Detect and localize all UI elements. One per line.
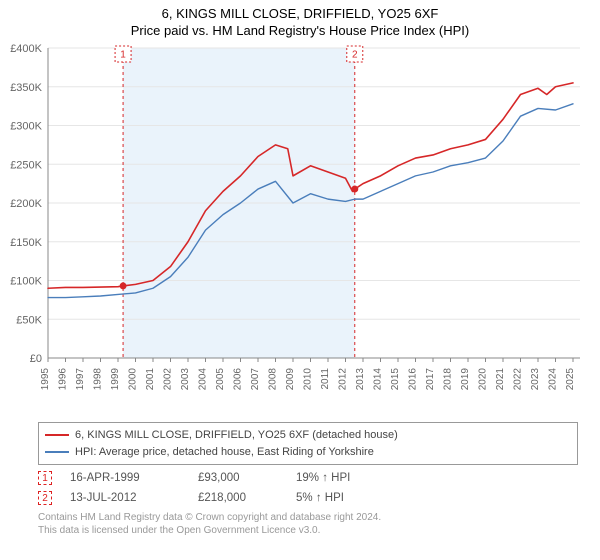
transaction-price: £93,000 — [198, 472, 278, 484]
chart-titles: 6, KINGS MILL CLOSE, DRIFFIELD, YO25 6XF… — [0, 0, 600, 38]
svg-text:2017: 2017 — [425, 368, 436, 391]
svg-text:2024: 2024 — [548, 368, 559, 391]
chart-plot-area: £0 £50K £100K £150K £200K £250K £300K £350K £400… — [0, 38, 600, 418]
svg-text:2011: 2011 — [320, 368, 331, 390]
transaction-hpi: 19% ↑ HPI — [296, 472, 376, 484]
svg-text:2000: 2000 — [128, 368, 139, 391]
transaction-marker: 2 — [38, 491, 52, 505]
legend-swatch — [45, 451, 69, 453]
transaction-date: 13-JUL-2012 — [70, 492, 180, 504]
svg-text:1995: 1995 — [40, 368, 51, 391]
legend-swatch — [45, 434, 69, 436]
svg-text:2007: 2007 — [250, 368, 261, 391]
svg-text:2003: 2003 — [180, 368, 191, 391]
footer-line1: Contains HM Land Registry data © Crown c… — [38, 511, 578, 524]
transaction-row: 1 16-APR-1999 £93,000 19% ↑ HPI — [38, 471, 578, 485]
svg-text:£400K: £400K — [10, 43, 42, 55]
svg-text:1: 1 — [120, 50, 126, 61]
svg-text:1997: 1997 — [75, 368, 86, 391]
svg-text:£300K: £300K — [10, 121, 42, 133]
svg-text:2001: 2001 — [145, 368, 156, 391]
legend-label: 6, KINGS MILL CLOSE, DRIFFIELD, YO25 6XF… — [75, 427, 398, 444]
svg-text:£50K: £50K — [16, 314, 42, 326]
svg-text:1999: 1999 — [110, 368, 121, 391]
svg-text:£150K: £150K — [10, 237, 42, 249]
svg-text:2006: 2006 — [233, 368, 244, 391]
svg-text:2023: 2023 — [530, 368, 541, 391]
transaction-date: 16-APR-1999 — [70, 472, 180, 484]
svg-text:2009: 2009 — [285, 368, 296, 391]
svg-text:2018: 2018 — [443, 368, 454, 391]
svg-text:2008: 2008 — [268, 368, 279, 391]
transaction-hpi: 5% ↑ HPI — [296, 492, 376, 504]
svg-text:£0: £0 — [30, 353, 42, 365]
svg-text:2012: 2012 — [338, 368, 349, 391]
line-chart-svg: £0 £50K £100K £150K £200K £250K £300K £350K £400… — [0, 38, 600, 418]
svg-text:2013: 2013 — [355, 368, 366, 391]
svg-text:2002: 2002 — [163, 368, 174, 391]
svg-text:2014: 2014 — [373, 368, 384, 391]
svg-text:2005: 2005 — [215, 368, 226, 391]
chart-container: 6, KINGS MILL CLOSE, DRIFFIELD, YO25 6XF… — [0, 0, 600, 537]
svg-text:1996: 1996 — [58, 368, 69, 391]
svg-text:2022: 2022 — [513, 368, 524, 391]
svg-text:2016: 2016 — [408, 368, 419, 391]
transaction-price: £218,000 — [198, 492, 278, 504]
svg-text:2020: 2020 — [478, 368, 489, 391]
transactions-table: 1 16-APR-1999 £93,000 19% ↑ HPI 2 13-JUL-2012… — [38, 471, 578, 505]
svg-text:£250K: £250K — [10, 159, 42, 171]
legend-box: 6, KINGS MILL CLOSE, DRIFFIELD, YO25 6XF… — [38, 422, 578, 465]
svg-text:2010: 2010 — [303, 368, 314, 391]
title-address: 6, KINGS MILL CLOSE, DRIFFIELD, YO25 6XF — [0, 6, 600, 21]
legend-row: HPI: Average price, detached house, East… — [45, 444, 571, 461]
svg-text:1998: 1998 — [93, 368, 104, 391]
svg-text:2025: 2025 — [565, 368, 576, 391]
transaction-marker: 1 — [38, 471, 52, 485]
svg-text:2019: 2019 — [460, 368, 471, 391]
svg-text:£100K: £100K — [10, 276, 42, 288]
transaction-row: 2 13-JUL-2012 £218,000 5% ↑ HPI — [38, 491, 578, 505]
title-subtitle: Price paid vs. HM Land Registry's House … — [0, 23, 600, 38]
svg-text:2021: 2021 — [495, 368, 506, 391]
svg-text:2: 2 — [352, 50, 358, 61]
footer-attribution: Contains HM Land Registry data © Crown c… — [38, 511, 578, 537]
svg-text:£350K: £350K — [10, 82, 42, 94]
svg-text:£200K: £200K — [10, 198, 42, 210]
legend-row: 6, KINGS MILL CLOSE, DRIFFIELD, YO25 6XF… — [45, 427, 571, 444]
svg-text:2015: 2015 — [390, 368, 401, 391]
footer-line2: This data is licensed under the Open Gov… — [38, 524, 578, 537]
legend-label: HPI: Average price, detached house, East… — [75, 444, 374, 461]
svg-text:2004: 2004 — [198, 368, 209, 391]
